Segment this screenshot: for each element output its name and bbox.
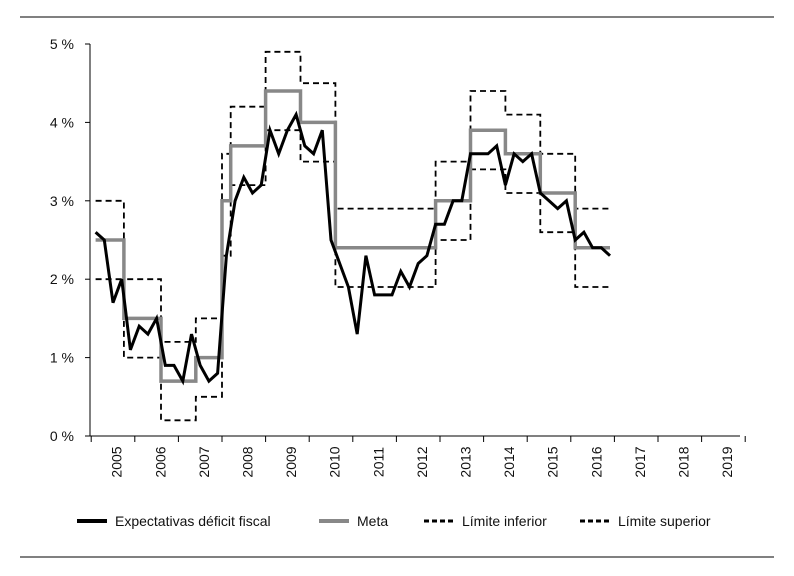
x-tick-label: 2006	[152, 446, 168, 477]
y-tick-label: 5 %	[50, 36, 74, 52]
x-tick-label: 2018	[676, 446, 692, 477]
axes: 0 % 1 % 2 % 3 % 4 % 5 % 2005 2006 2007 2008 2009 20…	[50, 36, 746, 478]
x-tick-label: 2013	[458, 446, 474, 477]
legend: Expectativas déficit fiscal Meta Límite in…	[77, 513, 711, 529]
x-tick-label: 2011	[370, 447, 386, 477]
x-tick-label: 2017	[632, 446, 648, 477]
y-tick-label: 3 %	[50, 193, 74, 209]
series-line-2	[95, 129, 610, 422]
x-tick-label: 2016	[588, 446, 604, 477]
x-tick-label: 2019	[719, 446, 735, 477]
y-tick-label: 4 %	[50, 114, 74, 130]
series-line-3	[95, 50, 610, 343]
x-tick-label: 2015	[545, 446, 561, 477]
legend-label-1: Meta	[357, 513, 388, 529]
x-tick-label: 2014	[501, 446, 517, 477]
y-tick-label: 0 %	[50, 428, 74, 444]
legend-label-3: Límite superior	[618, 513, 711, 529]
x-tick-label: 2008	[240, 446, 256, 477]
legend-label-2: Límite inferior	[462, 513, 547, 529]
x-tick-label: 2010	[327, 446, 343, 477]
y-tick-label: 1 %	[50, 350, 74, 366]
y-tick-label: 2 %	[50, 271, 74, 287]
legend-label-0: Expectativas déficit fiscal	[115, 513, 271, 529]
series-line-1	[95, 89, 610, 383]
x-tick-label: 2009	[283, 446, 299, 477]
series-lines	[94, 50, 612, 422]
x-tick-label: 2012	[414, 446, 430, 477]
x-tick-label: 2007	[196, 446, 212, 477]
series-line-0	[94, 110, 612, 386]
x-tick-label: 2005	[109, 446, 125, 477]
